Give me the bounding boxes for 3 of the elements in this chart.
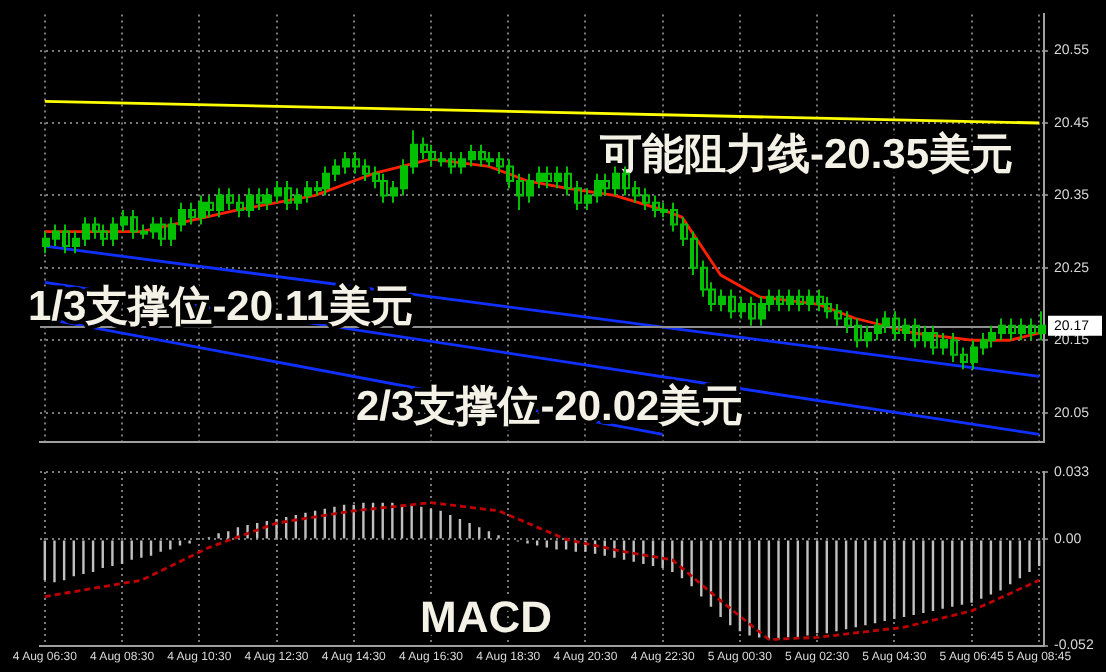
- annotation: MACD: [420, 592, 552, 642]
- line-series: [43, 501, 1041, 641]
- annotation: 可能阻力线-20.35美元: [598, 130, 1014, 178]
